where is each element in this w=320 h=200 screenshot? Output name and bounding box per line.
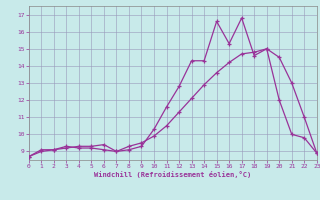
X-axis label: Windchill (Refroidissement éolien,°C): Windchill (Refroidissement éolien,°C) <box>94 171 252 178</box>
